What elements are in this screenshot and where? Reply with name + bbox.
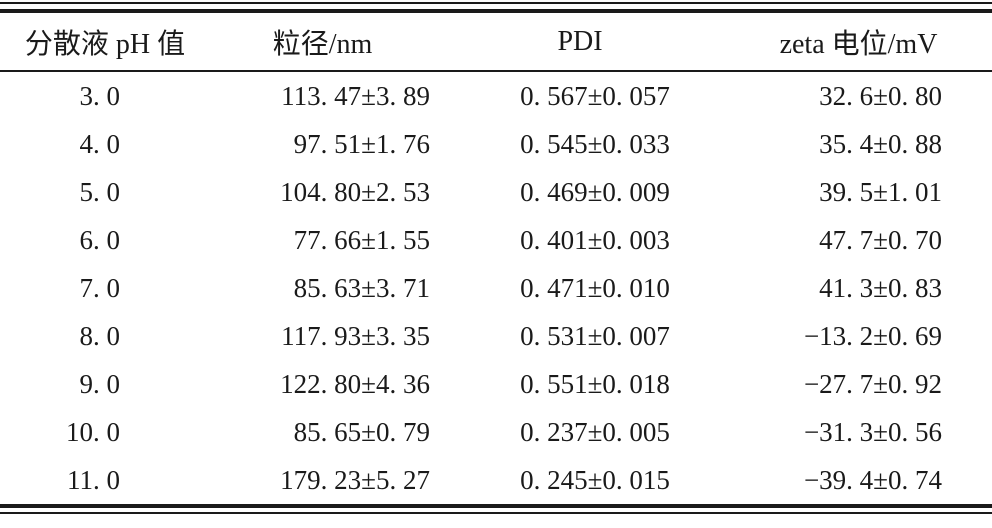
- table-bottom-thin-rule: [0, 512, 992, 514]
- cell-pdi: 0. 245±0. 015: [520, 464, 670, 495]
- table-row: 9. 0 122. 80±4. 36 0. 551±0. 018 −27. 7±…: [0, 360, 992, 408]
- table-bottom-thick-rule: [0, 504, 992, 508]
- column-header-pdi: PDI: [435, 13, 725, 72]
- cell-zeta: 35. 4±0. 88: [819, 128, 942, 159]
- cell-ph: 6. 0: [79, 224, 121, 255]
- table-row: 5. 0 104. 80±2. 53 0. 469±0. 009 39. 5±1…: [0, 168, 992, 216]
- column-header-size: 粒径/nm: [210, 13, 435, 72]
- cell-pdi: 0. 471±0. 010: [520, 272, 670, 303]
- cell-zeta: 39. 5±1. 01: [819, 176, 942, 207]
- cell-zeta: −13. 2±0. 69: [803, 320, 942, 351]
- cell-pdi: 0. 567±0. 057: [520, 80, 670, 111]
- cell-size: 117. 93±3. 35: [281, 320, 430, 351]
- data-table: 分散液 pH 值 粒径/nm PDI zeta 电位/mV 3. 0 113. …: [0, 13, 992, 504]
- table-row: 4. 0 97. 51±1. 76 0. 545±0. 033 35. 4±0.…: [0, 120, 992, 168]
- cell-ph: 8. 0: [79, 320, 121, 351]
- cell-size: 77. 66±1. 55: [293, 224, 430, 255]
- cell-size: 113. 47±3. 89: [281, 80, 430, 111]
- cell-zeta: −39. 4±0. 74: [803, 464, 942, 495]
- cell-size: 85. 63±3. 71: [293, 272, 430, 303]
- cell-pdi: 0. 401±0. 003: [520, 224, 670, 255]
- cell-pdi: 0. 531±0. 007: [520, 320, 670, 351]
- cell-zeta: 41. 3±0. 83: [819, 272, 942, 303]
- column-header-ph: 分散液 pH 值: [0, 13, 210, 72]
- table-top-thin-rule: [0, 2, 992, 4]
- table-row: 3. 0 113. 47±3. 89 0. 567±0. 057 32. 6±0…: [0, 71, 992, 120]
- cell-size: 122. 80±4. 36: [280, 368, 430, 399]
- cell-zeta: −27. 7±0. 92: [803, 368, 942, 399]
- table-row: 7. 0 85. 63±3. 71 0. 471±0. 010 41. 3±0.…: [0, 264, 992, 312]
- table-row: 11. 0 179. 23±5. 27 0. 245±0. 015 −39. 4…: [0, 456, 992, 504]
- cell-size: 97. 51±1. 76: [293, 128, 430, 159]
- table-row: 10. 0 85. 65±0. 79 0. 237±0. 005 −31. 3±…: [0, 408, 992, 456]
- cell-pdi: 0. 469±0. 009: [520, 176, 670, 207]
- column-header-zeta: zeta 电位/mV: [725, 13, 992, 72]
- cell-size: 179. 23±5. 27: [280, 464, 430, 495]
- cell-pdi: 0. 551±0. 018: [520, 368, 670, 399]
- cell-ph: 4. 0: [79, 128, 121, 159]
- cell-zeta: 32. 6±0. 80: [819, 80, 942, 111]
- header-row: 分散液 pH 值 粒径/nm PDI zeta 电位/mV: [0, 13, 992, 72]
- cell-ph: 10. 0: [66, 416, 120, 447]
- cell-ph: 11. 0: [67, 464, 120, 495]
- cell-ph: 7. 0: [79, 272, 121, 303]
- cell-pdi: 0. 545±0. 033: [520, 128, 670, 159]
- cell-pdi: 0. 237±0. 005: [520, 416, 670, 447]
- cell-size: 104. 80±2. 53: [280, 176, 430, 207]
- table-row: 6. 0 77. 66±1. 55 0. 401±0. 003 47. 7±0.…: [0, 216, 992, 264]
- table-row: 8. 0 117. 93±3. 35 0. 531±0. 007 −13. 2±…: [0, 312, 992, 360]
- cell-size: 85. 65±0. 79: [293, 416, 430, 447]
- cell-ph: 3. 0: [79, 80, 121, 111]
- cell-zeta: −31. 3±0. 56: [803, 416, 942, 447]
- cell-ph: 9. 0: [79, 368, 121, 399]
- cell-ph: 5. 0: [79, 176, 121, 207]
- cell-zeta: 47. 7±0. 70: [819, 224, 942, 255]
- table-top-thick-rule: [0, 9, 992, 13]
